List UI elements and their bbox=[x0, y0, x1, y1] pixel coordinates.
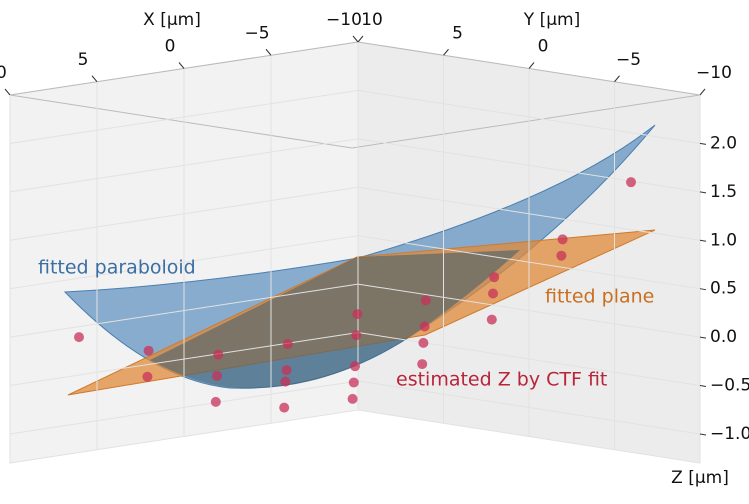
data-point bbox=[279, 403, 289, 413]
y-tick-label: 5 bbox=[452, 23, 463, 43]
data-point bbox=[74, 332, 84, 342]
y-tick-label: 10 bbox=[361, 10, 383, 30]
x-tick-label: 10 bbox=[0, 63, 7, 83]
y-tick bbox=[529, 63, 534, 69]
y-tick bbox=[700, 89, 705, 95]
z-axis-label: Z [μm] bbox=[671, 468, 729, 488]
z-tick-label: 1.5 bbox=[710, 182, 737, 202]
z-tick-label: 2.0 bbox=[710, 133, 737, 153]
y-axis-label: Y [μm] bbox=[523, 10, 580, 30]
data-point bbox=[558, 234, 568, 244]
z-tick bbox=[700, 192, 706, 193]
data-point bbox=[420, 322, 430, 332]
y-tick-label: 0 bbox=[538, 37, 549, 57]
data-point bbox=[144, 346, 154, 356]
data-point bbox=[421, 295, 431, 305]
data-point bbox=[282, 365, 292, 375]
data-point bbox=[626, 177, 636, 187]
y-tick-label: −10 bbox=[696, 63, 732, 83]
z-tick-label: −1.0 bbox=[710, 424, 749, 444]
data-point bbox=[418, 338, 428, 348]
z-tick bbox=[700, 240, 706, 241]
x-tick bbox=[92, 76, 97, 82]
data-point bbox=[352, 309, 362, 319]
x-tick-label: 5 bbox=[78, 50, 89, 70]
x-tick bbox=[179, 63, 184, 69]
data-point bbox=[211, 397, 221, 407]
data-point bbox=[142, 372, 152, 382]
x-tick bbox=[266, 49, 271, 55]
data-point bbox=[350, 361, 360, 371]
z-tick bbox=[700, 434, 706, 435]
chart: X [μm] Y [μm] Z [μm] 1050−5−101050−5−102… bbox=[0, 0, 749, 500]
x-tick bbox=[5, 89, 10, 95]
data-point bbox=[556, 251, 566, 261]
z-tick-label: 0.0 bbox=[710, 327, 737, 347]
annotation: fitted plane bbox=[545, 286, 654, 308]
x-tick-label: 0 bbox=[165, 37, 176, 57]
z-tick-label: −0.5 bbox=[710, 376, 749, 396]
z-tick bbox=[700, 337, 706, 338]
data-point bbox=[487, 315, 497, 325]
data-point bbox=[283, 339, 293, 349]
x-axis-label: X [μm] bbox=[143, 10, 201, 30]
y-tick bbox=[358, 36, 363, 42]
z-tick bbox=[700, 289, 706, 290]
data-point bbox=[213, 350, 223, 360]
data-point bbox=[349, 378, 359, 388]
z-tick-label: 1.0 bbox=[710, 230, 737, 250]
z-tick bbox=[700, 143, 706, 144]
z-tick-label: 0.5 bbox=[710, 279, 737, 299]
data-point bbox=[348, 394, 358, 404]
x-tick-label: −5 bbox=[244, 23, 269, 43]
data-point bbox=[280, 377, 290, 387]
x-tick-label: −10 bbox=[326, 10, 362, 30]
y-tick bbox=[444, 49, 449, 55]
y-tick bbox=[615, 76, 620, 82]
y-tick-label: −5 bbox=[616, 50, 641, 70]
annotation: fitted paraboloid bbox=[38, 257, 196, 279]
data-point bbox=[212, 371, 222, 381]
data-point bbox=[489, 272, 499, 282]
data-point bbox=[488, 289, 498, 299]
z-tick bbox=[700, 386, 706, 387]
x-tick bbox=[353, 36, 358, 42]
annotation: estimated Z by CTF fit bbox=[396, 369, 607, 391]
data-point bbox=[351, 330, 361, 340]
